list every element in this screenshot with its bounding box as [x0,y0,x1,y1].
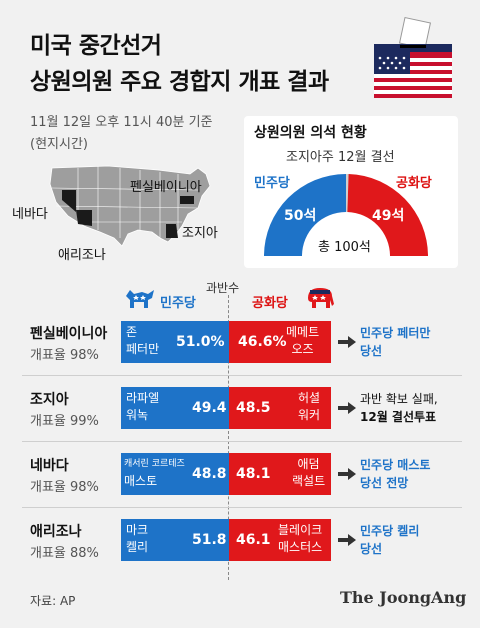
rep-bar [229,321,331,363]
timestamp: 11월 12일 오후 11시 40분 기준 (현지시간) [30,115,213,152]
state-name: 네바다 [30,458,69,474]
dem-seats-arc [264,174,346,256]
result-text: 민주당 페터만 당선 [360,326,431,358]
arrow-right-icon [338,336,356,348]
dem-candidate: 존 페터만 [126,325,160,356]
count-rate: 개표율 88% [30,546,99,561]
rep-percent: 46.6% [238,334,287,350]
rep-candidate: 메메트 오즈 [286,325,320,356]
rep-seats-count: 49석 [372,208,405,224]
pending-seat-arc [346,174,349,213]
rep-candidate: 애덤 랙설트 [292,457,326,488]
map-label-georgia: 조지아 [182,226,218,241]
brand-logo: The JoongAng [340,588,467,607]
count-rate: 개표율 98% [30,348,99,363]
georgia-highlight [166,224,178,238]
arrow-right-icon [338,534,356,546]
result-text: 민주당 켈리 당선 [360,524,420,556]
rep-percent: 46.1 [236,532,271,548]
seats-semicircle-chart [264,174,428,256]
us-map [49,165,211,247]
rep-candidate: 블레이크 매스터스 [278,523,323,554]
pending-note: 조지아주 12월 결선 [286,150,395,165]
state-name: 조지아 [30,392,69,408]
dem-percent: 49.4 [192,400,227,416]
majority-line [228,295,229,580]
seats-card-title: 상원의원 의석 현황 [254,125,367,141]
rep-percent: 48.1 [236,466,271,482]
page-title: 미국 중간선거 [30,33,162,59]
map-label-pennsylvania: 펜실베이니아 [130,180,202,195]
ballot-box-icon [374,16,452,98]
row-divider [22,441,462,442]
elephant-icon [308,288,334,308]
dem-bar [121,387,229,429]
dem-bar [121,453,229,495]
source-note: 자료: AP [30,594,76,608]
donkey-icon [126,290,154,308]
rep-bar [229,387,331,429]
dem-candidate: 캐서린 코르테즈 매스토 [124,459,185,488]
state-name: 애리조나 [30,524,82,540]
rep-bar [229,453,331,495]
map-label-nevada: 네바다 [12,207,48,222]
seats-dem-label: 민주당 [254,176,290,191]
dem-percent: 51.8 [192,532,227,548]
result-text: 과반 확보 실패, 12월 결선투표 [360,392,438,424]
seats-rep-label: 공화당 [396,176,432,191]
result-text: 민주당 매스토 당선 전망 [360,458,431,490]
rep-candidate: 허셜 워커 [298,391,321,422]
dem-header-label: 민주당 [160,296,196,311]
dem-bar [121,519,229,561]
map-label-arizona: 애리조나 [58,248,106,263]
dem-bar [121,321,229,363]
arizona-highlight [76,210,92,226]
dem-candidate: 라파엘 워녹 [126,391,160,422]
majority-label: 과반수 [206,281,240,295]
rep-percent: 48.5 [236,400,271,416]
nevada-highlight [62,190,76,212]
rep-seats-arc [347,174,428,256]
count-rate: 개표율 98% [30,480,99,495]
rep-header-label: 공화당 [252,296,288,311]
count-rate: 개표율 99% [30,414,99,429]
dem-candidate: 마크 켈리 [126,523,149,554]
pennsylvania-highlight [180,196,194,204]
page-subtitle: 상원의원 주요 경합지 개표 결과 [30,69,329,95]
arrow-right-icon [338,468,356,480]
arrow-right-icon [338,402,356,414]
state-name: 펜실베이니아 [30,326,108,342]
dem-seats-count: 50석 [284,208,317,224]
row-divider [22,375,462,376]
dem-percent: 51.0% [176,334,225,350]
rep-bar [229,519,331,561]
row-divider [22,507,462,508]
total-seats: 총 100석 [318,240,371,255]
dem-percent: 48.8 [192,466,227,482]
